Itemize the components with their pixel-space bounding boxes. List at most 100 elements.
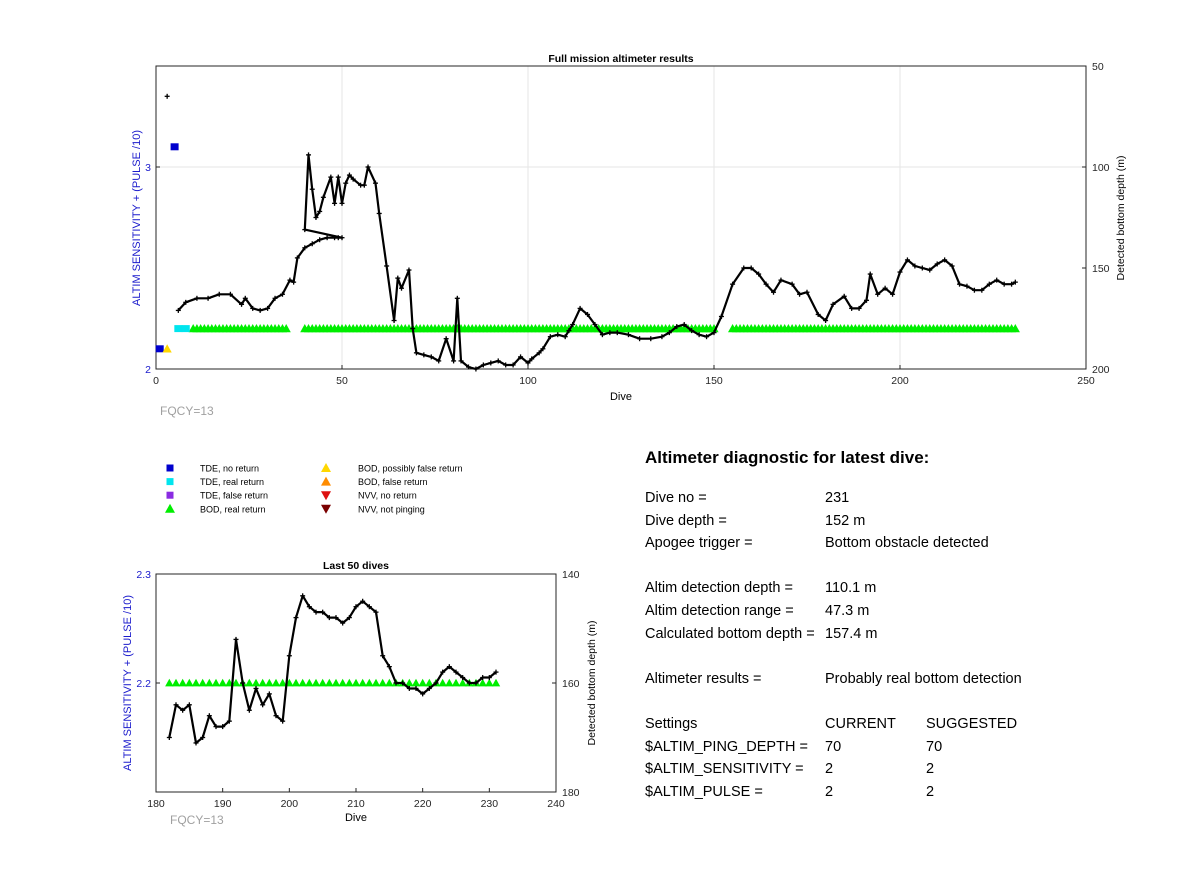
bottom-depth-point [934,261,940,267]
bottom-depth-point [346,172,352,178]
detection-depth-value: 110.1 m [825,580,877,597]
bottom-depth-point [175,307,181,313]
bottom-depth-point [864,297,870,303]
legend-swatch [166,491,174,499]
bod-real-marker [425,678,434,687]
detection-range-row: Altim detection range = 47.3 m [645,603,1165,626]
bottom-depth-point [386,664,392,670]
bottom-depth-point [313,609,319,615]
bod-real-marker [165,678,174,687]
bottom-depth-point [942,257,948,263]
bottom-depth-point [778,277,784,283]
bottom-depth-point [395,275,401,281]
bottom-depth-point [227,291,233,297]
bottom-depth-point [302,227,308,233]
x-tick-label: 0 [153,375,159,387]
small-y-axis-label: ALTIM SENSITIVITY + (PULSE /10) [122,595,134,771]
bottom-depth-point [625,332,631,338]
bottom-depth-point [473,680,479,686]
bottom-depth-point [458,358,464,364]
bottom-depth-point [904,257,910,263]
bottom-depth-point [365,164,371,170]
bottom-depth-point [741,265,747,271]
dive-depth-row: Dive depth = 152 m [645,513,1165,536]
bottom-depth-point [718,313,724,319]
bod-real-marker [338,678,347,687]
bottom-depth-point [856,305,862,311]
y-tick-label: 2 [145,364,151,376]
x-tick-label: 100 [519,375,537,387]
bottom-depth-point [488,360,494,366]
main-chart-title: Full mission altimeter results [548,53,693,65]
bottom-depth-point [233,636,239,642]
bod-real-marker [185,678,194,687]
legend-swatch [165,503,175,513]
bottom-depth-point [830,301,836,307]
bottom-depth-point [320,194,326,200]
tde-real-return-marker [181,325,190,333]
small-chart-title: Last 50 dives [323,560,389,572]
small-y2-ticks: 140 160 180 [552,569,580,799]
bottom-depth-point [287,277,293,283]
ping-depth-current: 70 [825,738,842,755]
bottom-depth-point [286,653,292,659]
main-grid [155,66,1087,370]
bottom-depth-point [372,180,378,186]
legend-swatch [321,504,331,514]
sensitivity-row: $ALTIM_SENSITIVITY = 2 2 [645,761,1165,784]
small-bottom-depth-line [168,594,497,745]
bottom-depth-point [373,609,379,615]
bottom-depth-point [343,180,349,186]
bod-real-marker [491,678,501,687]
x-tick-label: 180 [147,798,165,810]
bottom-depth-point [280,718,286,724]
bod-real-marker [418,678,427,687]
bottom-depth-point [302,245,308,251]
x-tick-label: 250 [1077,375,1095,387]
dive-depth-label: Dive depth = [645,512,727,529]
small-y2-axis-label: Detected bottom depth (m) [586,621,598,746]
bottom-depth-point [173,702,179,708]
bottom-depth-point [250,305,256,311]
bottom-depth-point [242,295,248,301]
settings-label: Settings [645,715,698,732]
bottom-depth-point [428,354,434,360]
bottom-depth-point [400,680,406,686]
bottom-depth-point [547,334,553,340]
legend-swatch [321,463,331,472]
bottom-depth-point [1009,281,1015,287]
bod-real-marker [205,678,214,687]
bod-real-marker [378,678,387,687]
small-x-axis-label: Dive [345,812,367,824]
apogee-label: Apogee trigger = [645,535,753,552]
bottom-depth-point [317,237,323,243]
pulse-label: $ALTIM_PULSE = [645,783,763,800]
small-fqcy-annotation: FQCY=13 [170,813,224,827]
results-label: Altimeter results = [645,670,762,687]
bottom-depth-point [466,680,472,686]
bod-real-marker [265,678,274,687]
bod-real-marker [325,678,334,687]
bottom-depth-point [279,291,285,297]
apogee-value: Bottom obstacle detected [825,535,989,552]
bottom-depth-point [306,152,312,158]
dive-no-label: Dive no = [645,490,707,506]
bottom-depth-point [529,356,535,362]
bottom-depth-point [213,724,219,730]
y2-tick-label: 160 [562,678,580,690]
bottom-depth-point [525,360,531,366]
bottom-depth-point [789,281,795,287]
bottom-depth-point [510,362,516,368]
bod-real-marker [1010,324,1020,333]
bottom-depth-point [607,330,613,336]
diagnostic-title: Altimeter diagnostic for latest dive: [645,448,930,467]
bottom-depth-point [555,332,561,338]
bottom-depth-point [585,311,591,317]
bottom-depth-point [503,362,509,368]
bottom-depth-point [216,291,222,297]
bottom-depth-point [313,215,319,220]
bottom-depth-point [454,295,460,301]
bottom-depth-point [577,305,583,311]
bottom-depth-point [326,615,332,621]
